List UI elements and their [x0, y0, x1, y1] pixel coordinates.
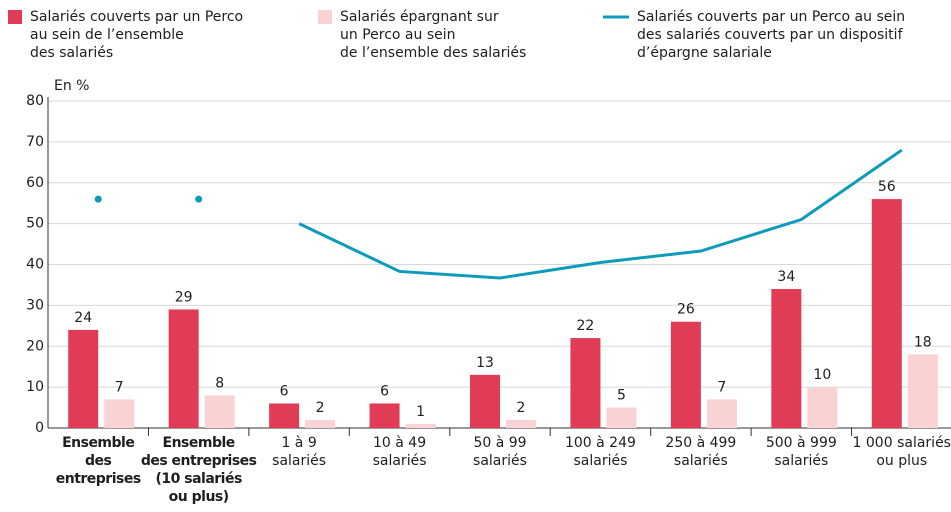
legend-swatch [318, 10, 332, 24]
data-label: 29 [175, 289, 193, 305]
bar [470, 374, 500, 428]
bar [670, 321, 701, 428]
y-tick-label: 0 [35, 420, 44, 436]
bar [269, 403, 300, 428]
x-tick-label: 1 000 salariés ou plus [853, 435, 951, 469]
data-label: 7 [115, 379, 124, 395]
x-tick-label: 100 à 249 salariés [565, 435, 636, 469]
bar [606, 407, 637, 428]
bar [506, 419, 536, 428]
data-label: 10 [813, 367, 831, 383]
x-tick-label: 500 à 999 salariés [766, 435, 837, 469]
data-label: 6 [280, 383, 289, 399]
data-label: 8 [215, 375, 224, 391]
bar [706, 399, 737, 428]
y-tick-label: 40 [26, 257, 44, 273]
data-label: 6 [380, 383, 389, 399]
x-tick-label: Ensemble des entreprises (10 salariés ou pl… [141, 435, 257, 505]
legend-label: Salariés épargnant sur un Perco au sein de… [340, 9, 526, 61]
data-label: 2 [316, 400, 325, 416]
data-label: 1 [416, 404, 425, 420]
data-label: 13 [476, 355, 494, 371]
data-label: 22 [577, 318, 595, 334]
data-label: 26 [677, 302, 695, 318]
data-label: 24 [74, 310, 92, 326]
y-axis-label: En % [54, 78, 89, 94]
y-tick-label: 80 [26, 93, 44, 109]
line-point [195, 195, 203, 203]
legend-label: Salariés couverts par un Perco au sein de… [637, 9, 905, 61]
y-tick-label: 30 [26, 297, 44, 313]
bar [204, 395, 235, 428]
line [298, 148, 903, 280]
legend-swatch [8, 10, 22, 24]
bar [907, 354, 938, 428]
data-label: 5 [617, 388, 626, 404]
x-tick-label: 250 à 499 salariés [665, 435, 736, 469]
line-point [94, 195, 102, 203]
x-tick-label: 10 à 49 salariés [373, 435, 427, 469]
x-tick-label: 1 à 9 salariés [272, 435, 326, 469]
legend-label: Salariés couverts par un Perco au sein de… [30, 9, 243, 61]
bar [104, 399, 135, 428]
x-tick-label: 50 à 99 salariés [473, 435, 527, 469]
bar [305, 419, 336, 428]
bar [369, 403, 400, 428]
y-tick-label: 50 [26, 216, 44, 232]
data-label: 18 [914, 334, 932, 350]
y-tick-label: 70 [26, 134, 44, 150]
y-tick-label: 20 [26, 338, 44, 354]
bar [68, 329, 99, 428]
data-label: 2 [517, 400, 526, 416]
bar [871, 199, 902, 428]
data-label: 34 [777, 269, 795, 285]
y-tick-label: 10 [26, 379, 44, 395]
y-tick-label: 60 [26, 175, 44, 191]
bar [168, 309, 199, 428]
bar [771, 289, 802, 428]
data-label: 56 [878, 179, 896, 195]
bar [807, 387, 838, 428]
bar [405, 423, 436, 428]
data-label: 7 [717, 379, 726, 395]
bar [570, 338, 601, 428]
x-tick-label: Ensemble des entreprises [56, 435, 141, 487]
